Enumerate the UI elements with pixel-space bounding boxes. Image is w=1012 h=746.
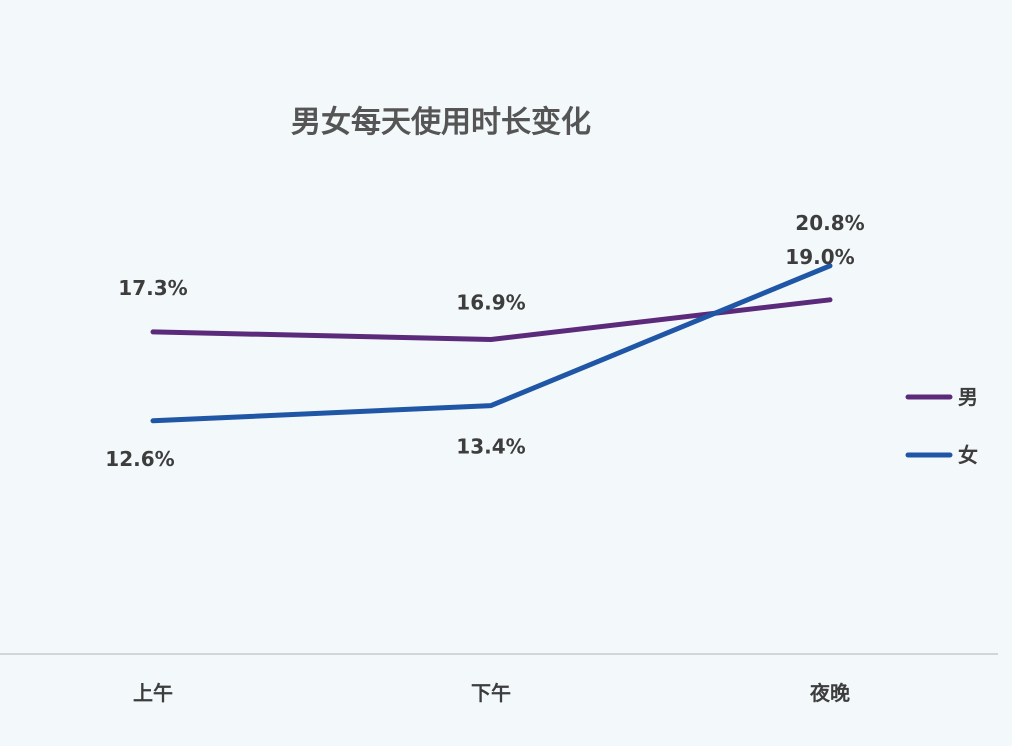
data-label: 20.8%: [795, 211, 864, 235]
data-label: 19.0%: [785, 245, 854, 269]
x-axis-ticks: 上午 下午 夜晚: [133, 681, 850, 705]
chart-title: 男女每天使用时长变化: [291, 105, 591, 140]
data-label: 16.9%: [456, 291, 525, 315]
data-label: 13.4%: [456, 435, 525, 459]
legend-label: 女: [958, 443, 978, 467]
series-line-female: [150, 263, 833, 424]
x-tick-label: 上午: [133, 681, 173, 705]
data-labels: 17.3% 16.9% 19.0% 12.6% 13.4% 20.8%: [105, 211, 864, 471]
legend-label: 男: [958, 385, 978, 409]
x-tick-label: 夜晚: [809, 681, 850, 705]
series-lines: [150, 263, 833, 424]
x-tick-label: 下午: [471, 681, 511, 705]
data-label: 17.3%: [118, 276, 187, 300]
data-label: 12.6%: [105, 447, 174, 471]
legend: 男女: [905, 385, 978, 467]
